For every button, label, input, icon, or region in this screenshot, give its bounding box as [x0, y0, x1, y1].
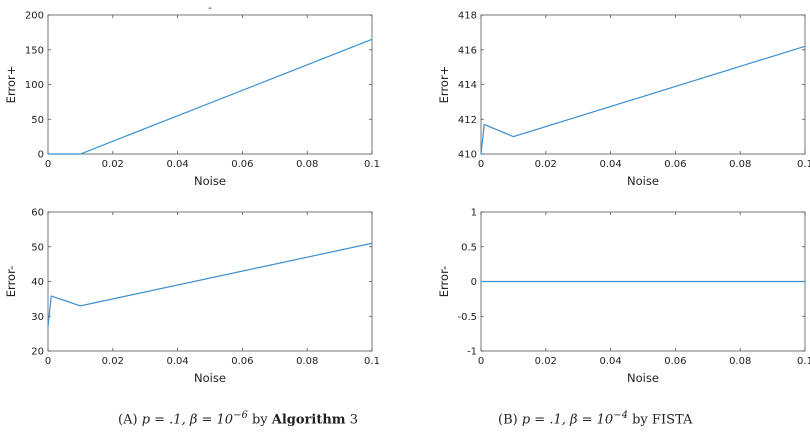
caption-b-alg: FISTA: [651, 412, 693, 428]
x-tick-label: 0.1: [364, 356, 380, 367]
y-tick-label: 0: [38, 150, 44, 161]
y-tick-label: 410: [458, 150, 477, 161]
caption-a-num: 3: [349, 412, 358, 428]
x-tick-label: 0.02: [102, 356, 124, 367]
y-tick-label: 200: [25, 11, 44, 22]
series-line: [47, 242, 373, 327]
x-axis-label: Noise: [194, 371, 226, 385]
y-tick-label: 1: [471, 208, 477, 219]
y-tick-label: 50: [31, 242, 44, 253]
x-axis-label: Noise: [627, 174, 659, 188]
x-tick-label: 0: [478, 159, 484, 170]
y-tick-label: 30: [31, 312, 44, 323]
y-tick-label: 418: [458, 11, 477, 22]
x-tick-label: 0.04: [166, 159, 188, 170]
y-tick-label: 150: [25, 45, 44, 56]
x-tick-label: 0.08: [729, 356, 751, 367]
x-tick-label: 0.06: [231, 356, 253, 367]
y-tick-label: 416: [458, 45, 477, 56]
x-tick-label: 0.1: [797, 159, 810, 170]
x-tick-label: 0.02: [535, 159, 557, 170]
x-tick-label: 0.04: [599, 356, 621, 367]
x-tick-label: 0.06: [231, 159, 253, 170]
y-tick-label: 100: [25, 80, 44, 91]
y-tick-label: 414: [458, 80, 477, 91]
x-tick-label: 0.1: [797, 356, 810, 367]
x-tick-label: 0: [45, 356, 51, 367]
x-tick-label: 0.1: [364, 159, 380, 170]
caption-a-by: by: [251, 412, 268, 428]
series-line: [480, 45, 806, 155]
y-tick-label: 50: [31, 115, 44, 126]
caption-b-tag: (B): [498, 412, 518, 428]
y-tick-label: 20: [31, 347, 44, 358]
caption-a-exp: −6: [233, 410, 248, 421]
y-tick-label: 40: [31, 277, 44, 288]
y-axis-label: Error+: [4, 66, 18, 104]
x-tick-label: 0.02: [535, 356, 557, 367]
x-tick-label: 0.04: [599, 159, 621, 170]
y-tick-label: 0.5: [461, 242, 477, 253]
x-tick-label: 0.08: [296, 159, 318, 170]
x-axis-label: Noise: [627, 371, 659, 385]
caption-b-by: by: [632, 412, 648, 428]
plot-frame: [47, 211, 373, 352]
x-tick-label: 0.04: [166, 356, 188, 367]
plot-frame: [480, 14, 806, 155]
chart-panel-a-top: 0 0.02 0.04 0.06 0.08 0.1 0 50 100 150 200 Noise Err…: [4, 3, 380, 188]
chart-panel-b-bottom: 0 0.02 0.04 0.06 0.08 0.1 -1 -0.5 0 0.5 1 Noise Erro…: [437, 208, 810, 386]
caption-a-alg: Algorithm: [271, 412, 346, 428]
caption-b: (B) p = .1, β = 10−4 by FISTA: [498, 410, 692, 427]
x-tick-label: 0.02: [102, 159, 124, 170]
series-line: [48, 38, 373, 155]
caption-a: (A) p = .1, β = 10−6 by Algorithm 3: [118, 410, 358, 427]
chart-panel-a-bottom: 0 0.02 0.04 0.06 0.08 0.1 20 30 40 50 60 Noise Error…: [4, 208, 380, 386]
y-tick-label: 412: [458, 115, 477, 126]
x-tick-label: 0.08: [729, 159, 751, 170]
caption-a-text: p = .1, β = 10: [141, 412, 234, 428]
chart-title: -: [208, 3, 212, 14]
y-axis-label: Error-: [437, 266, 451, 297]
y-axis-label: Error-: [4, 266, 18, 297]
y-axis-label: Error+: [437, 66, 451, 104]
x-tick-label: 0: [45, 159, 51, 170]
caption-b-exp: −4: [613, 410, 628, 421]
y-tick-label: 60: [31, 208, 44, 219]
x-tick-label: 0: [478, 356, 484, 367]
x-tick-label: 0.06: [664, 159, 686, 170]
x-axis-label: Noise: [194, 174, 226, 188]
y-tick-label: -1: [467, 347, 477, 358]
plot-frame: [47, 14, 373, 155]
chart-panel-b-top: 0 0.02 0.04 0.06 0.08 0.1 410 412 414 416 418 Noise…: [437, 11, 810, 189]
y-tick-label: 0: [471, 277, 477, 288]
caption-b-text: p = .1, β = 10: [521, 412, 614, 428]
caption-a-tag: (A): [118, 412, 138, 428]
x-tick-label: 0.06: [664, 356, 686, 367]
y-tick-label: -0.5: [457, 312, 477, 323]
x-tick-label: 0.08: [296, 356, 318, 367]
